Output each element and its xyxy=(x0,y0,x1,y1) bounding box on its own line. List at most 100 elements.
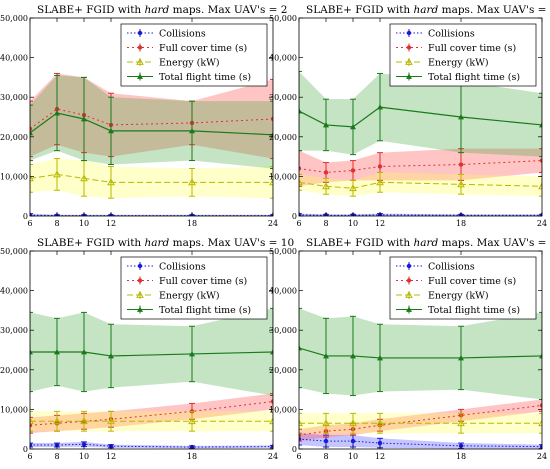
data-point xyxy=(53,417,61,425)
y-tick-label: 0 xyxy=(292,445,297,454)
data-point xyxy=(188,178,196,186)
error-bands xyxy=(299,71,542,216)
legend-marker xyxy=(406,306,412,312)
data-point xyxy=(539,352,542,359)
y-tick-label: 50,000 xyxy=(269,14,297,23)
data-point xyxy=(538,182,542,190)
x-tick-label: 18 xyxy=(187,452,197,461)
chart-title: SLABE+ FGID with hard maps. Max UAV's = … xyxy=(306,237,550,249)
data-point xyxy=(30,442,33,448)
line-collisions xyxy=(30,443,273,448)
data-point xyxy=(189,127,195,134)
legend-item-full-cover-time-s: Full cover time (s) xyxy=(396,276,516,287)
data-point xyxy=(323,121,329,128)
band-collisions xyxy=(299,433,542,449)
legend-label: Collisions xyxy=(428,262,475,273)
legend-item-full-cover-time-s: Full cover time (s) xyxy=(127,276,247,287)
data-point xyxy=(349,419,357,427)
data-point xyxy=(539,158,542,163)
data-point xyxy=(81,348,87,355)
band-energy-kw xyxy=(299,172,542,197)
band-full-cover-time-s xyxy=(299,399,542,442)
legend-label: Full cover time (s) xyxy=(159,43,247,54)
data-point xyxy=(108,352,114,359)
legend-box xyxy=(120,256,268,320)
data-point xyxy=(457,180,465,188)
data-point xyxy=(299,419,303,427)
x-tick-label: 6 xyxy=(27,219,32,228)
legend-label: Energy (kW) xyxy=(159,58,220,69)
data-point xyxy=(349,184,357,192)
data-point xyxy=(269,417,273,425)
legend-marker xyxy=(137,30,143,36)
x-tick-label: 10 xyxy=(348,219,358,228)
error-bands xyxy=(30,308,273,449)
legend-marker xyxy=(406,30,412,36)
legend-item-collisions: Collisions xyxy=(396,29,475,40)
data-point xyxy=(54,110,60,116)
data-point xyxy=(322,182,330,190)
data-point xyxy=(299,432,302,438)
data-point xyxy=(323,170,329,175)
line-energy-kw xyxy=(299,181,542,189)
legend-box xyxy=(389,256,537,320)
x-tick-label: 18 xyxy=(456,452,466,461)
legend-marker xyxy=(405,57,413,65)
data-point xyxy=(189,350,195,357)
y-tick-label: 20,000 xyxy=(269,133,297,142)
band-total-flight-time-s xyxy=(299,71,542,157)
line-total-flight-time-s xyxy=(299,106,542,128)
legend-label: Collisions xyxy=(159,29,206,40)
legend-label: Full cover time (s) xyxy=(159,276,247,287)
legend-marker xyxy=(137,306,143,312)
data-point xyxy=(299,108,302,114)
x-tick-label: 8 xyxy=(54,452,59,461)
legend-label: Collisions xyxy=(428,29,475,40)
y-tick-label: 40,000 xyxy=(269,287,297,296)
x-tick-label: 8 xyxy=(323,219,328,228)
y-tick-label: 30,000 xyxy=(269,93,297,102)
data-point xyxy=(108,127,114,134)
chart-panel-2: 0 10,000 20,000 30,000 40,000 50,000 6 8 10 12 18 2… xyxy=(269,4,550,228)
band-total-flight-time-s xyxy=(30,75,273,169)
data-point xyxy=(299,436,302,442)
data-point xyxy=(270,116,273,122)
data-point xyxy=(270,444,273,449)
series-energy-kw xyxy=(30,158,273,199)
y-tick-label: 0 xyxy=(23,445,28,454)
x-tick-label: 10 xyxy=(79,219,89,228)
y-tick-label: 10,000 xyxy=(0,405,28,414)
data-point xyxy=(30,348,33,355)
plot-frame xyxy=(298,17,543,217)
x-tick-label: 24 xyxy=(537,219,547,228)
y-tick-label: 0 xyxy=(23,212,28,221)
band-total-flight-time-s xyxy=(30,308,273,396)
data-point xyxy=(80,417,88,425)
data-point xyxy=(539,444,542,449)
legend: Collisions Full cover time (s) Energy (kW)… xyxy=(389,256,537,320)
legend-label: Total flight time (s) xyxy=(428,72,520,83)
data-point xyxy=(539,121,542,128)
legend-item-collisions: Collisions xyxy=(127,262,206,273)
legend-label: Energy (kW) xyxy=(159,291,220,302)
data-point xyxy=(80,174,88,182)
band-full-cover-time-s xyxy=(30,73,273,159)
line-full-cover-time-s xyxy=(299,404,542,436)
legend: Collisions Full cover time (s) Energy (kW)… xyxy=(389,23,537,87)
data-point xyxy=(270,213,273,216)
data-point xyxy=(270,399,273,404)
series-energy-kw xyxy=(30,410,273,432)
x-tick-label: 6 xyxy=(296,219,301,228)
data-point xyxy=(457,419,465,427)
band-total-flight-time-s xyxy=(299,308,542,400)
series-total-flight-time-s xyxy=(299,307,542,400)
legend: Collisions Full cover time (s) Energy (kW)… xyxy=(120,256,268,320)
data-point xyxy=(458,114,464,120)
y-tick-label: 50,000 xyxy=(269,247,297,256)
legend-item-collisions: Collisions xyxy=(396,262,475,273)
data-point xyxy=(376,419,384,427)
legend-marker xyxy=(137,278,143,283)
legend-item-energy-kw: Energy (kW) xyxy=(127,58,220,69)
data-point xyxy=(323,352,329,359)
